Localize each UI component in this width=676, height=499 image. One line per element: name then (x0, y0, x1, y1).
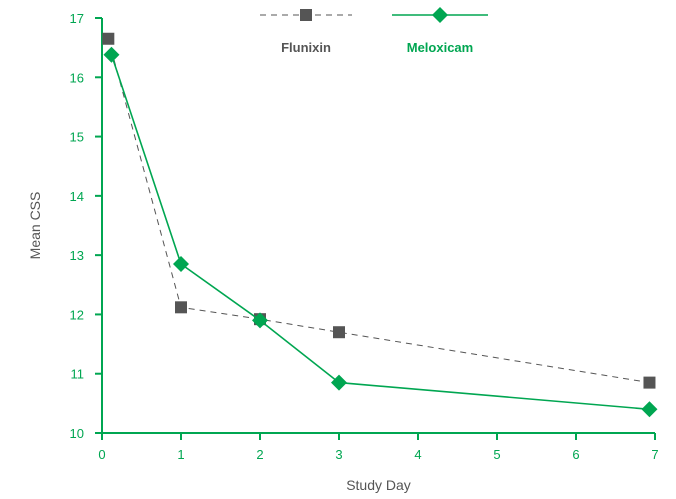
y-tick-label: 16 (70, 70, 84, 85)
y-tick-label: 12 (70, 307, 84, 322)
data-point (331, 374, 347, 391)
legend-label: Meloxicam (407, 40, 473, 55)
y-tick-label: 11 (71, 367, 85, 382)
y-tick-label: 17 (70, 11, 84, 26)
data-point (175, 301, 187, 314)
legend-label: Flunixin (281, 40, 331, 55)
legend-item-flunixin: Flunixin (260, 9, 352, 55)
x-tick-label: 3 (335, 447, 342, 462)
y-axis: 10 11 12 13 14 15 16 17 (70, 11, 103, 441)
data-point (102, 32, 115, 45)
data-point (643, 376, 656, 389)
series-line (107, 38, 650, 384)
series-flunixin (102, 32, 656, 389)
data-point (333, 326, 345, 339)
data-point (252, 312, 268, 329)
legend: Flunixin Meloxicam (260, 7, 488, 55)
series-meloxicam (103, 46, 658, 418)
x-tick-label: 6 (572, 447, 579, 462)
x-tick-label: 5 (493, 447, 500, 462)
series-line (110, 54, 650, 411)
x-tick-label: 7 (651, 447, 658, 462)
y-tick-label: 14 (70, 189, 84, 204)
x-axis: 0 1 2 3 4 5 6 7 (98, 432, 659, 462)
y-tick-label: 10 (70, 426, 84, 441)
legend-marker (300, 9, 312, 21)
data-point (173, 256, 189, 273)
y-tick-label: 13 (70, 248, 84, 263)
legend-item-meloxicam: Meloxicam (392, 7, 488, 55)
y-axis-title: Mean CSS (27, 192, 43, 260)
series-layer (102, 32, 658, 418)
x-axis-title: Study Day (346, 477, 411, 493)
x-tick-label: 4 (414, 447, 421, 462)
data-point (103, 46, 120, 63)
y-tick-label: 15 (70, 130, 84, 145)
x-tick-label: 2 (256, 447, 263, 462)
x-tick-label: 1 (177, 447, 184, 462)
x-tick-label: 0 (98, 447, 105, 462)
data-point (641, 401, 658, 418)
legend-marker (432, 7, 448, 23)
